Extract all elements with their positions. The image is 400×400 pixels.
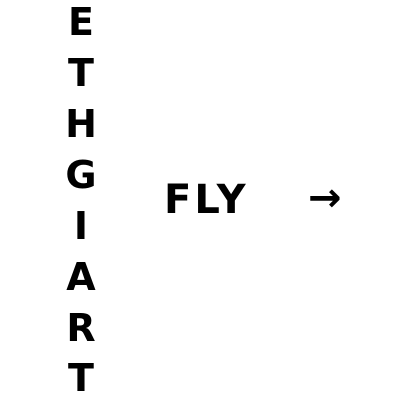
vertical-letter-8: T [68, 356, 94, 400]
vertical-letter-7: R [66, 306, 96, 350]
vertical-letter-6: A [66, 255, 96, 299]
vertical-letter-1: E [68, 0, 94, 44]
horizontal-word: FLY [164, 177, 249, 223]
right-arrow-icon: → [308, 175, 342, 221]
vertical-letter-2: T [68, 51, 94, 95]
vertical-letter-5: I [73, 204, 89, 248]
vertical-word: E T H G I A R T [64, 0, 98, 400]
vertical-letter-3: H [65, 102, 97, 146]
vertical-letter-4: G [65, 153, 97, 197]
